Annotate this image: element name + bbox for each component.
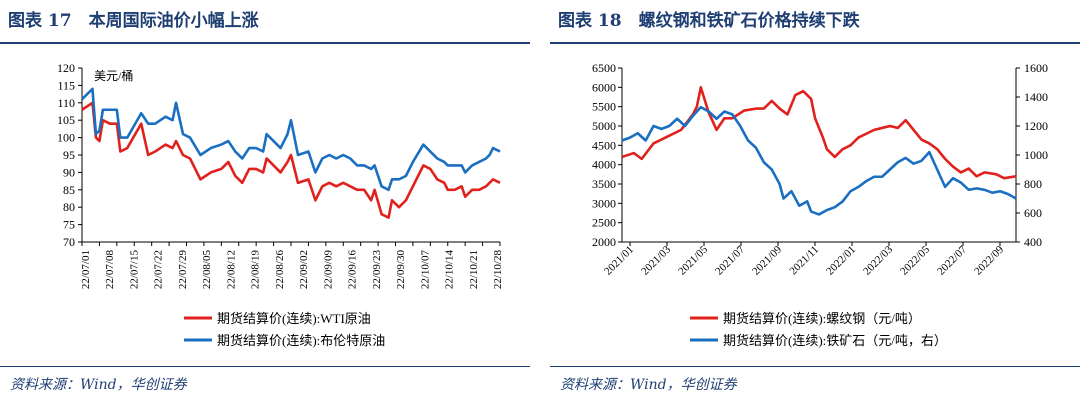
x-tick-label: 22/07/15 [128, 250, 140, 290]
left-y-tick-label: 5500 [592, 100, 616, 114]
y-tick-label: 120 [57, 61, 75, 75]
right-bottom-rule [550, 366, 1080, 367]
x-tick-label: 22/09/16 [347, 250, 359, 290]
x-tick-label: 22/08/05 [201, 250, 213, 290]
rebar-series-line [621, 86, 1017, 180]
x-tick-label: 22/09/09 [322, 250, 334, 290]
left-y-tick-label: 3500 [592, 177, 616, 191]
left-source-note: 资料来源：Wind，华创证券 [10, 377, 187, 393]
x-tick-label: 22/10/28 [492, 250, 504, 290]
x-tick-label: 2021/05 [676, 243, 710, 277]
right-source-note: 资料来源：Wind，华创证券 [560, 377, 737, 393]
x-tick-label: 22/10/07 [419, 250, 431, 290]
x-tick-label: 2022/03 [861, 243, 895, 277]
y-tick-label: 90 [63, 165, 75, 179]
x-tick-label: 22/08/12 [225, 250, 237, 289]
y-tick-label: 105 [57, 113, 75, 127]
y-tick-label: 85 [63, 183, 75, 197]
y-tick-label: 80 [63, 200, 75, 214]
wti-series-line [81, 101, 501, 219]
left-y-tick-label: 3000 [592, 196, 616, 210]
x-tick-label: 22/07/01 [80, 250, 92, 289]
x-tick-label: 22/07/22 [153, 250, 165, 289]
x-tick-label: 22/09/02 [298, 250, 310, 289]
left-title-rule [0, 42, 530, 44]
x-tick-label: 22/10/21 [468, 250, 480, 289]
x-tick-label: 2022/07 [935, 243, 969, 277]
right-chart-title: 图表 18 螺纹钢和铁矿石价格持续下跌 [558, 11, 860, 31]
y-tick-label: 115 [57, 78, 75, 92]
x-tick-label: 2021/09 [750, 243, 784, 277]
left-y-tick-label: 6000 [592, 80, 616, 94]
right-y-tick-label: 800 [1024, 177, 1042, 191]
y-unit-label: 美元/桶 [94, 68, 133, 83]
oil-price-chart: 120 115 110 105 100 95 90 85 80 75 70 22/07/01 22/07… [57, 61, 504, 348]
x-tick-label: 2022/01 [824, 244, 858, 278]
x-tick-label: 22/09/30 [395, 250, 407, 290]
y-tick-label: 100 [57, 131, 75, 145]
steel-ore-chart: 6500 6000 5500 5000 4500 4000 3500 3000 2500 2000… [592, 61, 1048, 348]
left-y-tick-label: 4000 [592, 158, 616, 172]
x-tick-label: 2021/03 [639, 243, 673, 277]
x-tick-label: 2022/09 [972, 243, 1006, 277]
right-y-tick-label: 1600 [1024, 61, 1048, 75]
legend-label: 期货结算价(连续):螺纹钢（元/吨） [723, 311, 921, 326]
left-panel: 图表 17 本周国际油价小幅上涨 120 115 110 105 100 95 90 85 80… [0, 0, 530, 402]
y-tick-label: 95 [63, 148, 75, 162]
y-tick-label: 110 [57, 96, 75, 110]
left-y-tick-label: 4500 [592, 138, 616, 152]
x-tick-label: 22/08/19 [250, 250, 262, 290]
legend-label: 期货结算价(连续):布伦特原油 [217, 333, 385, 348]
x-tick-label: 2021/11 [787, 244, 821, 278]
left-bottom-rule [0, 366, 530, 367]
x-tick-label: 22/09/23 [371, 250, 383, 290]
right-y-tick-label: 1200 [1024, 119, 1048, 133]
x-tick-label: 2021/07 [713, 243, 747, 277]
left-y-tick-label: 6500 [592, 61, 616, 75]
right-y-tick-label: 1000 [1024, 148, 1048, 162]
x-tick-label: 22/10/14 [444, 250, 456, 290]
legend-label: 期货结算价(连续):铁矿石（元/吨，右） [723, 333, 947, 348]
right-y-tick-label: 600 [1024, 206, 1042, 220]
x-tick-label: 22/08/26 [274, 250, 286, 290]
left-y-tick-label: 5000 [592, 119, 616, 133]
right-y-tick-label: 400 [1024, 235, 1042, 249]
legend-label: 期货结算价(连续):WTI原油 [217, 311, 371, 326]
right-title-rule [550, 42, 1080, 44]
brent-series-line [81, 87, 501, 192]
x-tick-label: 22/07/08 [104, 250, 116, 290]
left-y-tick-label: 2500 [592, 216, 616, 230]
x-tick-label: 2022/05 [898, 243, 932, 277]
iron-ore-series-line [621, 105, 1017, 216]
right-y-tick-label: 1400 [1024, 90, 1048, 104]
x-tick-label: 22/07/29 [177, 250, 189, 290]
left-y-tick-label: 2000 [592, 235, 616, 249]
left-chart-title: 图表 17 本周国际油价小幅上涨 [8, 11, 259, 31]
right-panel: 图表 18 螺纹钢和铁矿石价格持续下跌 6500 6000 5500 5000 4500… [550, 0, 1080, 402]
y-tick-label: 75 [63, 218, 75, 232]
y-tick-label: 70 [63, 235, 75, 249]
